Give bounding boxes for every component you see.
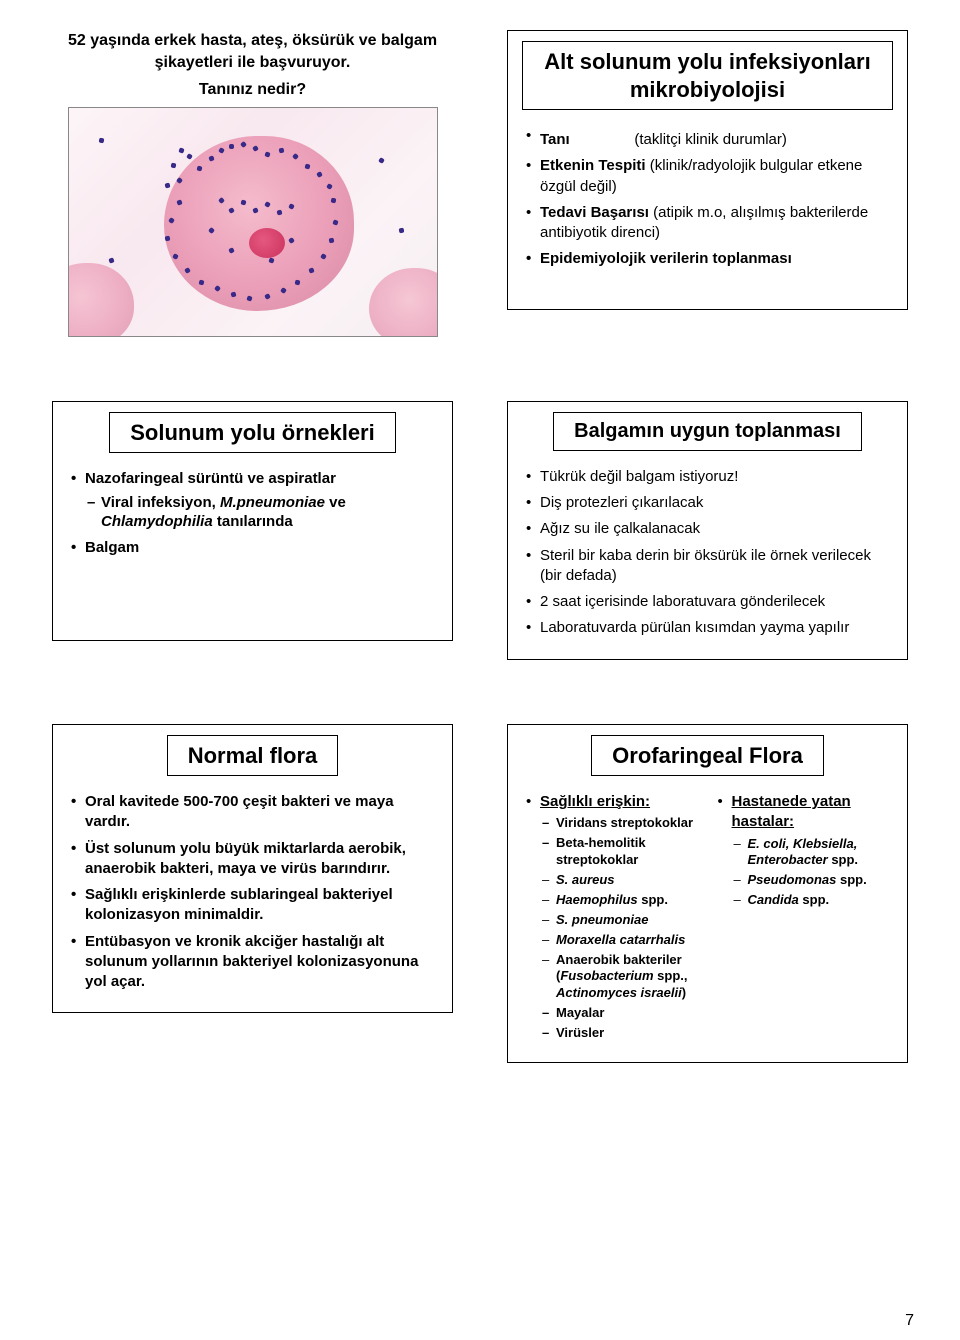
panel-oro-flora: Orofaringeal Flora Sağlıklı erişkin: Vir…: [495, 714, 920, 1077]
list-item: Tedavi Başarısı (atipik m.o, alışılmış b…: [522, 203, 893, 244]
list-item: Entübasyon ve kronik akciğer hastalığı a…: [67, 932, 438, 993]
panel-normal-flora: Normal flora Oral kavitede 500-700 çeşit…: [40, 714, 465, 1077]
list-item: Nazofaringeal sürüntü ve aspiratlar Vira…: [67, 469, 438, 531]
panel-case: 52 yaşında erkek hasta, ateş, öksürük ve…: [40, 20, 465, 351]
title-sputum: Balgamın uygun toplanması: [553, 412, 862, 451]
list-item: Tükrük değil balgam istiyoruz!: [522, 467, 893, 487]
list-microbio: Tanı (taklitçi klinik durumlar) Etkenin …: [522, 126, 893, 270]
list-hosp: E. coli, Klebsiella, Enterobacter spp. P…: [732, 836, 894, 910]
title-microbio: Alt solunum yolu infeksiyonları mikrobiy…: [522, 41, 893, 110]
list-item: Laboratuvarda pürülan kısımdan yayma yap…: [522, 618, 893, 638]
list-item: Epidemiyolojik verilerin toplanması: [522, 249, 893, 269]
list-item: Etkenin Tespiti (klinik/radyolojik bulgu…: [522, 156, 893, 197]
list-item: Üst solunum yolu büyük miktarlarda aerob…: [67, 839, 438, 880]
list-item: Sağlıklı erişkinlerde sublaringeal bakte…: [67, 885, 438, 926]
panel-microbio: Alt solunum yolu infeksiyonları mikrobiy…: [495, 20, 920, 351]
title-samples: Solunum yolu örnekleri: [109, 412, 395, 454]
list-sputum: Tükrük değil balgam istiyoruz! Diş prote…: [522, 467, 893, 639]
page-number: 7: [905, 1312, 914, 1330]
case-text: 52 yaşında erkek hasta, ateş, öksürük ve…: [52, 30, 453, 75]
list-samples: Nazofaringeal sürüntü ve aspiratlar Vira…: [67, 469, 438, 558]
list-item: Balgam: [67, 538, 438, 558]
col-hosp: Hastanede yatan hastalar: E. coli, Klebs…: [714, 792, 894, 1048]
panel-sputum: Balgamın uygun toplanması Tükrük değil b…: [495, 391, 920, 674]
list-item: S. aureus: [540, 872, 702, 889]
microscopy-image: [68, 107, 438, 337]
list-item: Viridans streptokoklar: [540, 815, 702, 832]
list-item: Mayalar: [540, 1005, 702, 1022]
list-item: E. coli, Klebsiella, Enterobacter spp.: [732, 836, 894, 870]
list-item: Tanı (taklitçi klinik durumlar): [522, 126, 893, 150]
title-oro-flora: Orofaringeal Flora: [591, 735, 824, 777]
list-item: Oral kavitede 500-700 çeşit bakteri ve m…: [67, 792, 438, 833]
list-item: Candida spp.: [732, 892, 894, 909]
list-item: Pseudomonas spp.: [732, 872, 894, 889]
list-item: Haemophilus spp.: [540, 892, 702, 909]
col-healthy: Sağlıklı erişkin: Viridans streptokoklar…: [522, 792, 702, 1048]
list-normal-flora: Oral kavitede 500-700 çeşit bakteri ve m…: [67, 792, 438, 992]
list-item: Virüsler: [540, 1025, 702, 1042]
panel-samples: Solunum yolu örnekleri Nazofaringeal sür…: [40, 391, 465, 674]
list-item: Sağlıklı erişkin: Viridans streptokoklar…: [522, 792, 702, 1042]
list-item: 2 saat içerisinde laboratuvara gönderile…: [522, 592, 893, 612]
title-normal-flora: Normal flora: [167, 735, 339, 777]
list-item: Beta-hemolitik streptokoklar: [540, 835, 702, 869]
list-item: Moraxella catarrhalis: [540, 932, 702, 949]
list-item: Hastanede yatan hastalar: E. coli, Klebs…: [714, 792, 894, 909]
list-item: S. pneumoniae: [540, 912, 702, 929]
case-question: Tanınız nedir?: [52, 81, 453, 99]
list-item: Diş protezleri çıkarılacak: [522, 493, 893, 513]
list-healthy: Viridans streptokoklar Beta-hemolitik st…: [540, 815, 702, 1042]
list-item: Ağız su ile çalkalanacak: [522, 519, 893, 539]
list-item: Anaerobik bakteriler (Fusobacterium spp.…: [540, 952, 702, 1003]
list-item: Steril bir kaba derin bir öksürük ile ör…: [522, 546, 893, 587]
